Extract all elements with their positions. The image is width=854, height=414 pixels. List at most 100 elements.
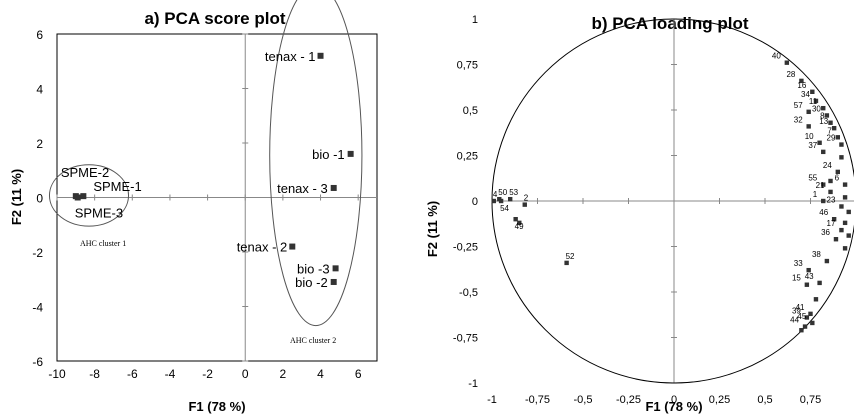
loading-point — [828, 178, 833, 184]
loading-point — [831, 217, 837, 222]
loading-point — [806, 124, 811, 129]
loading-point-label: 43 — [805, 272, 814, 281]
loading-point-label: 24 — [823, 161, 832, 170]
loading-point-label: 39 — [792, 306, 801, 315]
loading-point-label: 7 — [827, 126, 832, 135]
loading-point — [517, 220, 522, 226]
loading-point — [817, 140, 822, 145]
loading-y-tick-label: 0,25 — [457, 151, 478, 163]
loading-point-label: 16 — [797, 81, 806, 90]
loading-point — [564, 260, 569, 266]
ahc-cluster-2-label: AHC cluster 2 — [290, 336, 336, 345]
loading-point-label: 50 — [498, 188, 507, 197]
loading-point — [839, 142, 844, 147]
score-point-label: tenax - 3 — [277, 181, 328, 196]
score-point-label: tenax - 1 — [265, 49, 316, 64]
loading-point-label: 41 — [796, 303, 805, 312]
loading-point-label: 55 — [808, 174, 817, 183]
loading-point — [846, 233, 851, 238]
loading-point-label: 49 — [515, 222, 524, 231]
score-plot-ylabel: F2 (11 %) — [9, 169, 24, 225]
loading-point-label: 28 — [786, 70, 795, 79]
loading-point — [839, 155, 844, 160]
score-point — [347, 150, 354, 157]
loading-point-label: 15 — [792, 274, 801, 283]
loading-point-label: 44 — [790, 316, 799, 325]
loading-point-label: 32 — [794, 115, 803, 124]
loading-point-label: 4 — [493, 190, 498, 199]
score-y-tick-label: -2 — [32, 246, 43, 260]
score-x-tick-label: -10 — [48, 367, 66, 381]
loading-plot-title: b) PCA loading plot — [591, 14, 748, 33]
score-y-tick-label: 0 — [36, 192, 43, 206]
score-x-tick-label: 0 — [242, 367, 249, 381]
loading-point — [828, 120, 833, 125]
loading-point-label: 13 — [819, 117, 828, 126]
loading-point — [813, 297, 819, 302]
score-point-label: bio -1 — [312, 147, 345, 162]
score-x-tick-label: 2 — [280, 367, 287, 381]
loading-point — [810, 89, 815, 94]
score-point — [332, 265, 339, 272]
loading-point — [498, 198, 504, 204]
loading-point-label: 29 — [827, 134, 836, 143]
loading-point-label: 36 — [821, 228, 830, 237]
score-point-label: SPME-3 — [75, 206, 123, 221]
loading-point — [799, 328, 804, 333]
pca-score-plot: a) PCA score plot -10 -8 -6 -4 -2 0 2 4 6 -6 -4 -2 0… — [9, 0, 378, 414]
loading-point-label: 23 — [827, 195, 836, 204]
loading-y-tick-label: 0,75 — [457, 60, 478, 72]
loading-point-label: 57 — [794, 101, 803, 110]
loading-point-label: 38 — [812, 250, 821, 259]
loading-point — [842, 195, 848, 200]
ahc-cluster-1-label: AHC cluster 1 — [80, 239, 126, 248]
score-y-tick-label: -6 — [32, 355, 43, 369]
loading-point-label: 53 — [509, 188, 518, 197]
score-x-tick-label: -8 — [89, 367, 100, 381]
score-point — [74, 194, 81, 201]
loading-point-label: 34 — [801, 90, 810, 99]
loading-x-tick-label: -0,25 — [616, 394, 641, 406]
score-point — [289, 243, 296, 250]
loading-x-tick-label: 0,25 — [709, 394, 730, 406]
loading-point — [821, 149, 826, 155]
loading-point-label: 45 — [797, 312, 806, 321]
loading-point-label: 6 — [835, 174, 840, 183]
loading-point-label: 10 — [805, 132, 814, 141]
loading-point-label: 40 — [772, 52, 781, 61]
loading-point — [491, 198, 497, 204]
loading-y-tick-label: -0,5 — [459, 287, 478, 299]
score-plot-xlabel: F1 (78 %) — [188, 399, 245, 414]
loading-y-tick-label: -1 — [468, 378, 478, 390]
loading-y-tick-label: 0 — [472, 196, 478, 208]
loading-point — [804, 282, 810, 287]
loading-point — [842, 182, 848, 187]
loading-point — [522, 202, 527, 207]
score-point-label: SPME-1 — [93, 179, 141, 194]
loading-point — [842, 246, 848, 251]
ahc-cluster-2-ellipse — [269, 0, 363, 327]
loading-point-label: 30 — [812, 104, 821, 113]
loading-point — [821, 105, 826, 111]
loading-point — [833, 237, 839, 242]
score-y-tick-label: 6 — [36, 28, 43, 42]
loading-point — [799, 78, 804, 84]
score-point-label: SPME-2 — [61, 165, 109, 180]
loading-plot-ylabel: F2 (11 %) — [425, 201, 440, 257]
loading-point — [842, 220, 848, 226]
loading-point-label: 2 — [524, 194, 529, 203]
score-x-tick-label: -6 — [127, 367, 138, 381]
loading-point-label: 17 — [827, 219, 836, 228]
score-y-tick-label: 2 — [36, 137, 43, 151]
loading-point — [808, 311, 813, 317]
loading-y-tick-label: 1 — [472, 14, 478, 26]
score-point — [80, 193, 87, 200]
loading-x-tick-label: 0,75 — [800, 394, 821, 406]
loading-point-label: 21 — [816, 181, 825, 190]
score-point — [330, 184, 337, 191]
loading-y-tick-label: 0,5 — [463, 105, 478, 117]
loading-point — [821, 182, 826, 187]
score-point — [317, 52, 324, 59]
score-x-tick-label: 4 — [317, 367, 324, 381]
